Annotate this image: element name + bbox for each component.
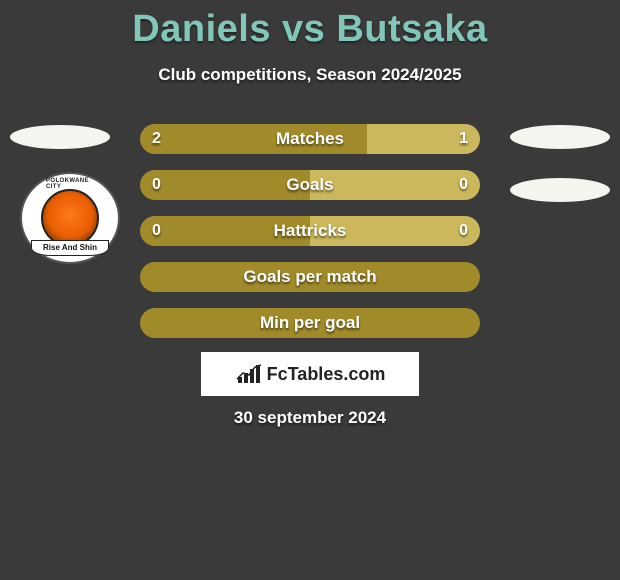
stat-row: Goals00 [140, 170, 480, 200]
stat-row: Matches21 [140, 124, 480, 154]
club-emblem-ribbon: Rise And Shin [31, 240, 109, 256]
bar-segment-full [140, 308, 480, 338]
stat-value-right: 0 [459, 222, 468, 240]
player-badge-left [10, 125, 110, 149]
club-emblem: POLOKWANE CITY Rise And Shin [20, 172, 120, 264]
stat-value-left: 0 [152, 176, 161, 194]
stat-row: Goals per match [140, 262, 480, 292]
comparison-bars: Matches21Goals00Hattricks00Goals per mat… [140, 124, 480, 354]
page-title: Daniels vs Butsaka [0, 0, 620, 51]
stat-value-right: 1 [459, 130, 468, 148]
bar-segment-right [310, 170, 480, 200]
stat-value-right: 0 [459, 176, 468, 194]
stat-value-left: 0 [152, 222, 161, 240]
player-badge-right [510, 125, 610, 149]
date-line: 30 september 2024 [0, 408, 620, 428]
bar-segment-left [140, 216, 310, 246]
brand-chart-icon [235, 363, 263, 385]
player-badge-right-secondary [510, 178, 610, 202]
club-emblem-icon [41, 189, 99, 247]
subtitle: Club competitions, Season 2024/2025 [0, 65, 620, 85]
bar-segment-full [140, 262, 480, 292]
stat-value-left: 2 [152, 130, 161, 148]
stat-row: Hattricks00 [140, 216, 480, 246]
brand-text: FcTables.com [267, 364, 386, 385]
bar-segment-left [140, 170, 310, 200]
bar-segment-right [310, 216, 480, 246]
bar-segment-left [140, 124, 367, 154]
stat-row: Min per goal [140, 308, 480, 338]
brand-box[interactable]: FcTables.com [201, 352, 419, 396]
